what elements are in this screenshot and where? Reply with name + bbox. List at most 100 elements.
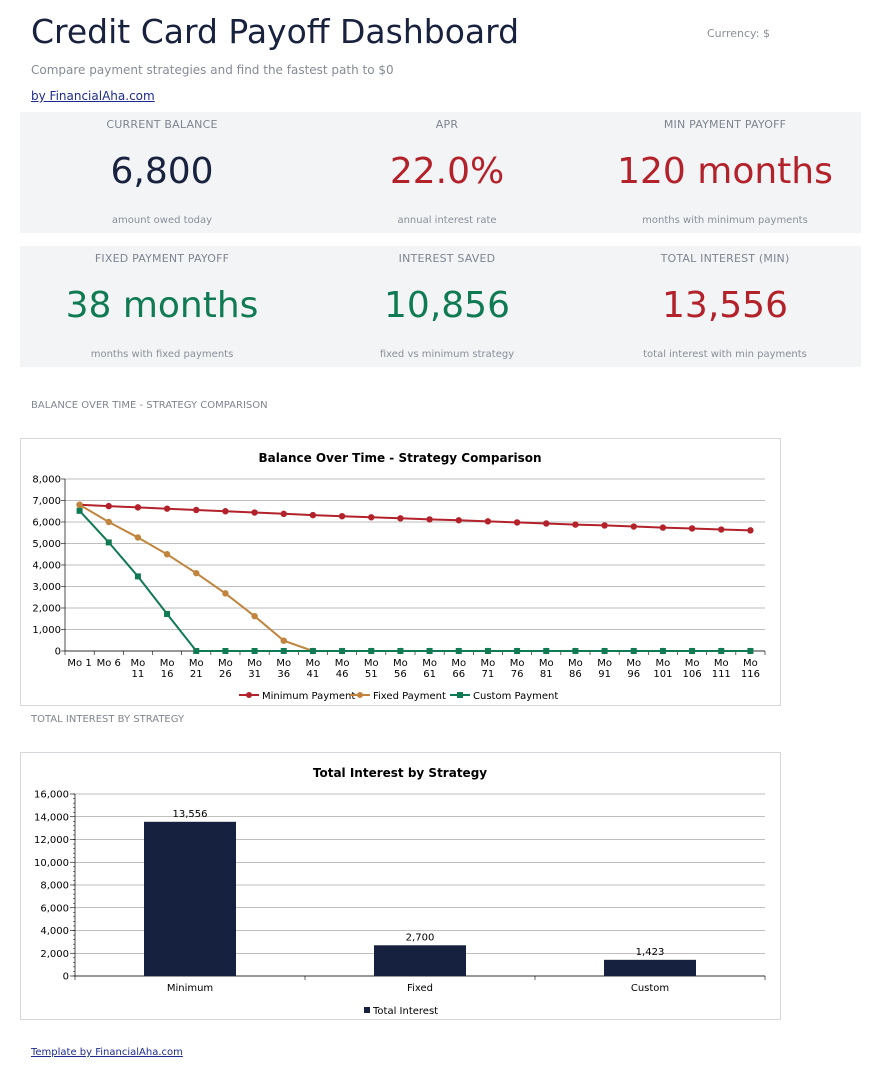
y-tick-label: 8,000: [32, 475, 61, 486]
data-point: [747, 648, 754, 654]
data-point: [338, 512, 346, 520]
data-point: [601, 522, 608, 529]
kpi-label: INTEREST SAVED: [398, 252, 496, 265]
data-point: [718, 526, 725, 533]
data-point: [193, 648, 200, 654]
data-label: 1,423: [636, 947, 665, 958]
x-tick-label: Mo 76: [510, 658, 525, 680]
data-point: [222, 648, 229, 654]
legend-label: Total Interest: [372, 1006, 438, 1017]
bar-minimum: [144, 821, 236, 976]
data-point: [689, 648, 696, 654]
section-label-balance: BALANCE OVER TIME - STRATEGY COMPARISON: [31, 400, 268, 411]
data-point: [251, 509, 258, 516]
y-tick-label: 1,000: [32, 625, 61, 636]
y-tick-label: 0: [63, 972, 69, 983]
data-point: [368, 648, 375, 654]
data-point: [543, 648, 550, 654]
data-point: [163, 551, 171, 558]
kpi-apr: APR 22.0% annual interest rate: [305, 112, 589, 233]
data-point: [630, 648, 637, 654]
chart-title: Total Interest by Strategy: [313, 766, 487, 780]
y-tick-label: 0: [55, 647, 61, 658]
data-point: [718, 648, 725, 654]
data-point: [222, 508, 229, 515]
data-point: [659, 648, 666, 654]
x-tick-label: Custom: [631, 983, 669, 994]
kpi-sub: fixed vs minimum strategy: [379, 349, 515, 360]
x-tick-label: Fixed: [407, 983, 433, 994]
y-tick-label: 8,000: [40, 881, 69, 892]
data-point: [134, 573, 141, 580]
y-tick-label: 6,000: [32, 518, 61, 529]
kpi-sub: total interest with min payments: [643, 349, 807, 360]
y-tick-label: 2,000: [40, 949, 69, 960]
kpi-sub: amount owed today: [111, 215, 213, 226]
data-point: [105, 502, 112, 510]
y-tick-label: 14,000: [34, 812, 69, 823]
data-point: [397, 648, 404, 654]
legend-marker: [246, 692, 252, 698]
kpi-label: FIXED PAYMENT PAYOFF: [94, 252, 230, 265]
legend-swatch: [364, 1007, 370, 1013]
x-tick-label: Mo 81: [539, 658, 554, 680]
data-point: [426, 648, 433, 654]
data-point: [76, 507, 83, 514]
data-point: [368, 514, 375, 521]
x-tick-label: Mo 56: [393, 658, 408, 680]
x-tick-label: Minimum: [167, 983, 213, 994]
y-tick-label: 5,000: [32, 539, 61, 550]
legend-marker: [357, 692, 363, 698]
data-label: 13,556: [173, 809, 208, 820]
byline-link[interactable]: by FinancialAha.com: [31, 89, 155, 103]
data-point: [76, 501, 83, 508]
series-line-minimum-payment: [79, 503, 751, 532]
data-point: [572, 521, 579, 528]
x-tick-label: Mo 66: [451, 658, 466, 680]
kpi-row-2: FIXED PAYMENT PAYOFF 38 months months wi…: [20, 246, 861, 367]
data-point: [455, 648, 462, 654]
y-tick-label: 2,000: [32, 604, 61, 615]
data-point: [309, 511, 317, 519]
kpi-label: TOTAL INTEREST (MIN): [660, 252, 790, 265]
kpi-value: 10,856: [384, 285, 510, 326]
kpi-total-interest-min: TOTAL INTEREST (MIN) 13,556 total intere…: [583, 246, 867, 367]
kpi-sub: months with minimum payments: [642, 215, 808, 226]
data-point: [514, 648, 521, 654]
data-point: [397, 515, 404, 522]
footer-link[interactable]: Template by FinancialAha.com: [31, 1047, 183, 1058]
data-point: [280, 510, 287, 518]
data-point: [251, 612, 258, 620]
x-tick-label: Mo 96: [626, 658, 641, 680]
balance-chart: Balance Over Time - Strategy Comparison …: [20, 438, 781, 706]
data-point: [659, 524, 667, 531]
data-point: [280, 648, 287, 654]
data-point: [164, 611, 171, 618]
x-tick-label: Mo 21: [189, 658, 204, 680]
data-point: [309, 648, 316, 654]
kpi-current-balance: CURRENT BALANCE 6,800 amount owed today: [20, 112, 304, 233]
x-tick-label: Mo 106: [683, 658, 702, 680]
kpi-label: CURRENT BALANCE: [106, 118, 218, 131]
data-point: [747, 527, 754, 534]
y-tick-label: 16,000: [34, 790, 69, 801]
currency-label: Currency: $: [707, 27, 770, 40]
y-tick-label: 6,000: [40, 903, 69, 914]
kpi-row-1: CURRENT BALANCE 6,800 amount owed today …: [20, 112, 861, 233]
y-tick-label: 4,000: [40, 926, 69, 937]
data-point: [572, 648, 579, 654]
data-point: [251, 648, 258, 654]
data-point: [280, 637, 287, 644]
kpi-fixed-payment-payoff: FIXED PAYMENT PAYOFF 38 months months wi…: [20, 246, 304, 367]
kpi-interest-saved: INTEREST SAVED 10,856 fixed vs minimum s…: [305, 246, 589, 367]
data-point: [484, 648, 491, 654]
data-point: [688, 525, 696, 532]
data-point: [455, 517, 462, 524]
x-tick-label: Mo 16: [160, 658, 175, 680]
legend-label: Minimum Payment: [262, 691, 355, 702]
x-tick-label: Mo 41: [306, 658, 321, 680]
y-tick-label: 12,000: [34, 835, 69, 846]
data-point: [513, 519, 521, 526]
kpi-value: 6,800: [110, 151, 214, 192]
data-point: [134, 534, 142, 541]
